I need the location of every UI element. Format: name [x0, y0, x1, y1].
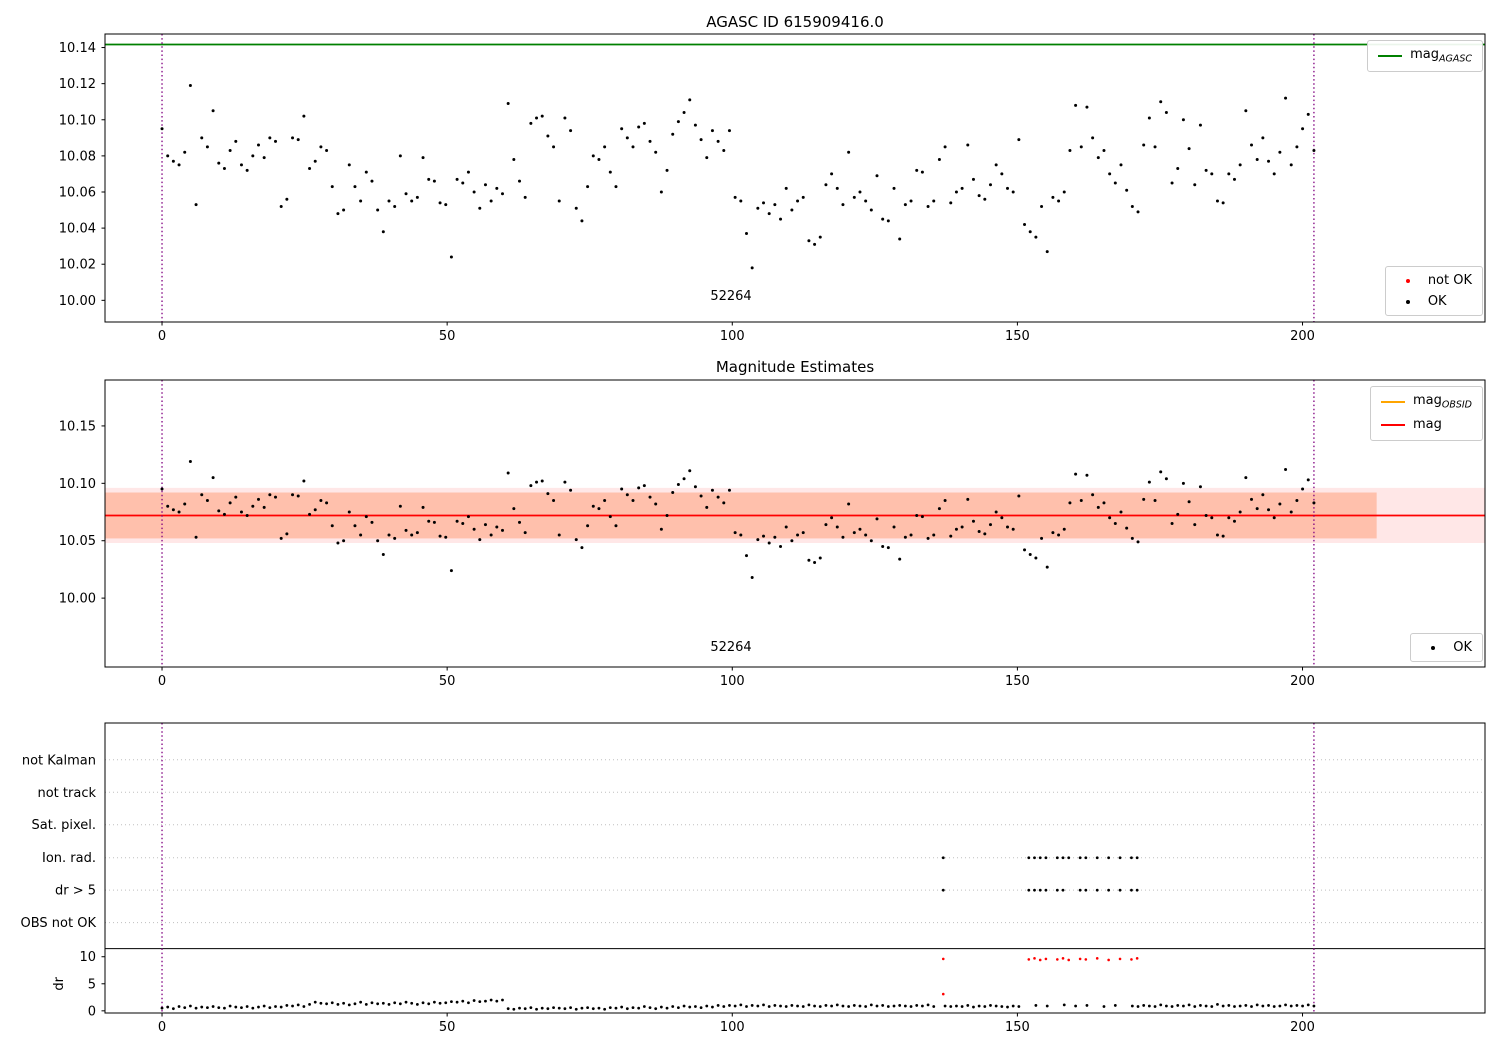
x-tick-label: 200 — [1290, 674, 1315, 689]
y-tick-label: 10.12 — [59, 77, 96, 92]
dr-gt5-flag-points — [941, 888, 1139, 892]
x-tick-label: 0 — [158, 1020, 166, 1035]
legend-top-points: not OK OK — [1384, 266, 1483, 316]
legend-item-mag: mag — [1380, 416, 1472, 435]
legend-item-ok-middle: OK — [1421, 640, 1472, 655]
legend-label-ok: OK — [1427, 294, 1447, 309]
y-tick-label: 10.10 — [59, 113, 96, 128]
category-label: dr > 5 — [55, 884, 96, 899]
mag-obsid-line-swatch — [1380, 400, 1405, 403]
category-label: not Kalman — [22, 753, 96, 768]
legend-item-mag-obsid: magOBSID — [1380, 393, 1472, 411]
y-tick-label: 10.15 — [59, 419, 96, 434]
legend-label-mag-agasc: magAGASC — [1410, 47, 1472, 65]
y-tick-label: 10.06 — [59, 185, 96, 200]
y-tick-label: 10.04 — [59, 222, 96, 237]
x-tick-label: 150 — [1005, 329, 1030, 344]
not-ok-dot-icon — [1396, 278, 1420, 283]
legend-middle-points: OK — [1410, 633, 1483, 662]
category-label: OBS not OK — [21, 916, 97, 931]
x-tick-label: 100 — [720, 329, 745, 344]
mag-agasc-line-swatch — [1378, 54, 1403, 57]
y-tick-label: 10.05 — [59, 534, 96, 549]
plot-mag-estimates: 0 50 100 150 200 10.00 10.05 10.10 10.15 — [59, 379, 1486, 689]
legend-label-mag-obsid: magOBSID — [1412, 393, 1472, 411]
ok-points — [160, 83, 1316, 270]
x-tick-label: 200 — [1290, 1020, 1315, 1035]
top-plot-title: AGASC ID 615909416.0 — [706, 13, 884, 31]
legend-item-ok: OK — [1396, 294, 1472, 309]
category-label: Sat. pixel. — [32, 818, 96, 833]
ok-dot-icon — [1421, 645, 1445, 650]
legend-label-mag: mag — [1412, 416, 1442, 432]
middle-plot-title: Magnitude Estimates — [715, 358, 875, 376]
ion-rad-flag-points — [941, 856, 1139, 860]
dr-points — [160, 998, 1316, 1011]
y-tick-label: 10.14 — [59, 41, 96, 56]
y-tick-label: 10.02 — [59, 258, 96, 273]
x-tick-label: 100 — [720, 674, 745, 689]
mag-line-swatch — [1380, 424, 1405, 427]
axes-frame — [104, 379, 1486, 668]
legend-mag-lines: magOBSID mag — [1369, 386, 1483, 442]
x-tick-label: 150 — [1005, 1020, 1030, 1035]
category-label: not track — [37, 786, 96, 801]
category-label: Ion. rad. — [42, 851, 96, 866]
plot-mag-observed: 0 50 100 150 200 10.00 10.02 10.04 10.06 10.08 10.… — [59, 33, 1486, 344]
y-tick-label: 10.00 — [59, 294, 96, 309]
legend-item-not-ok: not OK — [1396, 273, 1472, 288]
axes-frame — [104, 33, 1486, 323]
x-tick-label: 200 — [1290, 329, 1315, 344]
x-tick-label: 50 — [439, 1020, 456, 1035]
legend-label-ok-middle: OK — [1453, 640, 1472, 655]
y-tick-label: 10.08 — [59, 149, 96, 164]
dr-not-ok-points — [941, 957, 1139, 996]
legend-label-not-ok: not OK — [1427, 273, 1472, 288]
obsid-label-top: 52264 — [710, 289, 752, 304]
x-tick-label: 0 — [158, 329, 166, 344]
x-tick-label: 0 — [158, 674, 166, 689]
dr-tick-label: 0 — [88, 1004, 96, 1019]
dr-tick-label: 10 — [79, 950, 96, 965]
y-tick-label: 10.10 — [59, 477, 96, 492]
dr-axis-label: dr — [52, 976, 67, 990]
ok-points — [160, 460, 1316, 579]
x-tick-label: 150 — [1005, 674, 1030, 689]
x-tick-label: 50 — [439, 674, 456, 689]
ok-dot-icon — [1396, 299, 1420, 304]
axes-frame — [104, 722, 1486, 1014]
obsid-label-middle: 52264 — [710, 640, 752, 655]
y-tick-label: 10.00 — [59, 592, 96, 607]
legend-item-mag-agasc: magAGASC — [1378, 47, 1472, 65]
legend-mag-agasc: magAGASC — [1367, 40, 1483, 72]
plot-flags: not Kalman not track Sat. pixel. Ion. rad. d… — [21, 722, 1486, 1035]
x-tick-label: 50 — [439, 329, 456, 344]
dr-tick-label: 5 — [88, 977, 96, 992]
x-tick-label: 100 — [720, 1020, 745, 1035]
